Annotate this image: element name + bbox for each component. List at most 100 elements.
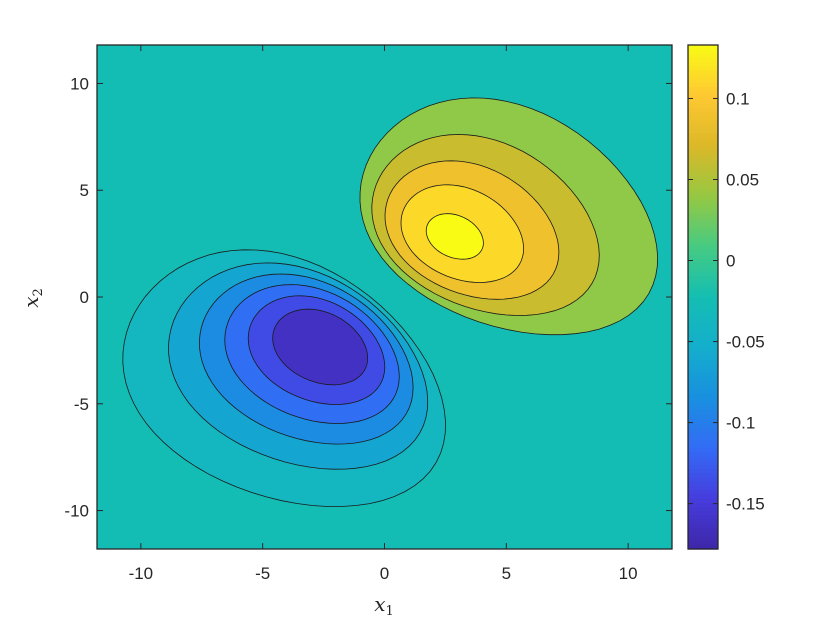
colorbar-tick-label: 0.05 [726, 171, 759, 190]
colorbar-band [688, 271, 718, 277]
colorbar-band [688, 448, 718, 453]
colorbar-band [688, 360, 718, 365]
colorbar-band [688, 544, 718, 550]
colorbar-band [688, 99, 718, 105]
colorbar-band [688, 171, 718, 176]
colorbar-band [688, 250, 718, 256]
colorbar-tick-label: -0.05 [726, 333, 765, 352]
colorbar-band [688, 318, 718, 323]
colorbar-band [688, 406, 718, 411]
x-axis-label-main: x [374, 592, 385, 616]
colorbar-band [688, 511, 718, 516]
colorbar-band [688, 502, 718, 508]
colorbar-band [688, 490, 718, 495]
colorbar-band [688, 82, 718, 88]
colorbar-band [688, 213, 718, 218]
x-axis: -10 -5 0 5 10 [129, 45, 638, 583]
x-tick-label: -5 [255, 564, 270, 583]
colorbar-band [688, 150, 718, 155]
colorbar-ticks: 0.1 0.05 0 -0.05 -0.1 -0.15 [688, 89, 765, 514]
colorbar-band [688, 397, 718, 403]
colorbar-tick-label: -0.15 [726, 495, 765, 514]
colorbar-band [688, 322, 718, 327]
colorbar-gradient [688, 45, 718, 550]
colorbar-band [688, 175, 718, 180]
colorbar-band [688, 481, 718, 487]
colorbar-band [688, 238, 718, 243]
colorbar-band [688, 427, 718, 432]
colorbar-band [688, 57, 718, 63]
colorbar-band [688, 225, 718, 231]
colorbar-tick-label: 0.1 [726, 89, 750, 108]
colorbar-band [688, 305, 718, 311]
colorbar-band [688, 103, 718, 109]
colorbar-band [688, 494, 718, 500]
colorbar-band [688, 49, 718, 54]
colorbar-band [688, 263, 718, 269]
colorbar-band [688, 313, 718, 319]
colorbar-band [688, 61, 718, 67]
y-tick-label: 0 [80, 288, 89, 307]
colorbar-band [688, 439, 718, 445]
colorbar-band [688, 410, 718, 416]
y-axis-label-main: x [19, 297, 43, 308]
contour-fills [122, 97, 659, 507]
y-axis: 10 5 0 -5 -10 [64, 74, 672, 521]
colorbar-band [688, 452, 718, 458]
colorbar-band [688, 465, 718, 470]
colorbar-band [688, 402, 718, 407]
colorbar-band [688, 523, 718, 529]
colorbar-band [688, 536, 718, 542]
colorbar-band [688, 381, 718, 386]
colorbar-band [688, 456, 718, 462]
x-tick-label: -10 [129, 564, 154, 583]
colorbar-band [688, 532, 718, 537]
x-tick-label: 0 [380, 564, 389, 583]
colorbar-band [688, 87, 718, 92]
colorbar-band [688, 200, 718, 206]
colorbar-band [688, 116, 718, 122]
colorbar-band [688, 124, 718, 130]
colorbar-band [688, 229, 718, 235]
colorbar-band [688, 192, 718, 197]
colorbar-band [688, 133, 718, 138]
colorbar-band [688, 393, 718, 399]
colorbar-band [688, 187, 718, 193]
y-axis-label-sub: 2 [31, 288, 46, 296]
colorbar-band [688, 414, 718, 420]
colorbar-band [688, 469, 718, 474]
colorbar-band [688, 309, 718, 315]
y-tick-label: -10 [64, 502, 89, 521]
colorbar-band [688, 78, 718, 84]
colorbar-band [688, 255, 718, 260]
colorbar-band [688, 234, 718, 239]
x-axis-label: x1 [374, 592, 394, 619]
colorbar-band [688, 95, 718, 101]
colorbar-tick-label: 0 [726, 252, 735, 271]
colorbar-band [688, 431, 718, 437]
y-axis-label: x2 [19, 288, 46, 308]
colorbar-band [688, 217, 718, 222]
colorbar-tick-label: -0.1 [726, 414, 755, 433]
colorbar-band [688, 166, 718, 172]
colorbar-band [688, 276, 718, 281]
y-tick-label: 5 [80, 181, 89, 200]
colorbar-band [688, 351, 718, 357]
colorbar-band [688, 519, 718, 525]
colorbar-band [688, 364, 718, 369]
x-tick-label: 5 [502, 564, 511, 583]
colorbar-band [688, 292, 718, 298]
colorbar-band [688, 515, 718, 521]
colorbar-band [688, 112, 718, 117]
colorbar-band [688, 242, 718, 248]
colorbar-band [688, 334, 718, 340]
colorbar-band [688, 154, 718, 159]
colorbar-band [688, 108, 718, 113]
colorbar-band [688, 368, 718, 374]
colorbar-frame [687, 44, 719, 550]
colorbar-band [688, 376, 718, 382]
colorbar-band [688, 288, 718, 294]
colorbar-band [688, 326, 718, 332]
colorbar-band [688, 355, 718, 361]
